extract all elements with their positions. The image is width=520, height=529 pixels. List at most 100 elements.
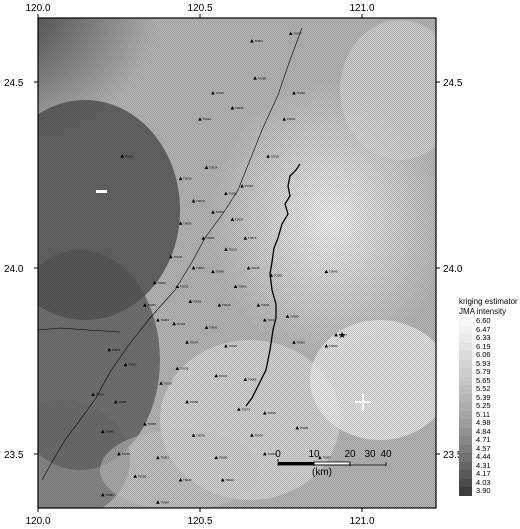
station-marker [211, 91, 215, 95]
legend-swatch [459, 317, 472, 326]
legend-value: 5.11 [476, 409, 491, 419]
station-marker [101, 492, 105, 497]
legend-row: 5.65 [459, 376, 519, 385]
station-marker [169, 254, 173, 259]
station-marker [198, 117, 202, 121]
y-tick-left: 24.0 [4, 264, 24, 275]
legend-swatch [459, 453, 472, 462]
station-marker [156, 455, 160, 460]
legend-row: 4.57 [459, 443, 519, 453]
west-marker [96, 190, 107, 193]
station-marker [269, 273, 274, 277]
station-label: T0073 [241, 407, 250, 411]
station-label: T0028 [180, 366, 189, 370]
station-label: T0063 [296, 340, 305, 344]
station-marker [120, 154, 125, 158]
station-label: T0053 [183, 221, 192, 225]
station-marker [285, 314, 290, 318]
station-label: T0050 [183, 177, 192, 181]
station-label: T0033 [261, 303, 270, 307]
station-marker [152, 280, 157, 285]
legend-value: 4.03 [476, 477, 491, 487]
legend-row: 3.90 [459, 486, 519, 496]
station-label: T0074 [190, 340, 199, 344]
legend-row: 4.98 [459, 418, 519, 428]
station-marker [143, 422, 147, 426]
station-label: T0078 [254, 433, 263, 437]
scale-tick: 10 [308, 449, 320, 460]
scale-tick: 20 [344, 449, 356, 460]
legend-value: 4.57 [476, 443, 491, 453]
station-label: T0013 [267, 318, 276, 322]
kriging-surface [38, 18, 436, 508]
station-marker [113, 399, 118, 404]
legend-value: 6.19 [476, 341, 491, 351]
station-marker [175, 366, 180, 370]
x-tick-bottom: 120.0 [25, 516, 50, 527]
frame [34, 14, 440, 512]
scale-tick: 0 [275, 449, 281, 460]
legend-value: 6.60 [476, 316, 491, 325]
station-label: T0093 [138, 474, 147, 478]
legend-subtitle: JMA intensity [459, 307, 507, 316]
station-marker [253, 76, 257, 80]
station-label: T0062 [128, 363, 137, 367]
station-marker [334, 332, 338, 337]
y-tick-left: 23.5 [4, 450, 24, 461]
station-marker [217, 303, 222, 307]
station-marker [91, 392, 95, 396]
station-marker [156, 318, 160, 322]
station-marker [204, 325, 209, 329]
station-marker [263, 411, 267, 415]
station-marker [233, 284, 238, 288]
station-label: T0045 [329, 270, 338, 274]
station-label: T0070 [122, 452, 131, 456]
station-marker [230, 217, 235, 222]
legend-swatch [459, 478, 472, 487]
station-label: T0014 [209, 166, 218, 170]
station-marker [263, 452, 267, 456]
station-marker [292, 340, 296, 344]
station-label: T0035 [267, 411, 276, 415]
station-marker [263, 318, 267, 322]
station-marker [117, 452, 121, 456]
station-label: T0046 [105, 430, 114, 434]
station-label: T0039 [235, 106, 244, 110]
station-label: T0043 [225, 478, 234, 482]
station-label: T0024 [203, 117, 212, 121]
station-label: T0061 [196, 266, 205, 270]
station-label: T0019 [228, 247, 237, 251]
station-marker [178, 221, 183, 225]
station-label: T0056 [190, 400, 199, 404]
station-label: T0088 [258, 76, 267, 80]
station-label: T0059 [157, 281, 166, 285]
station-marker [224, 247, 228, 251]
legend-swatch [459, 470, 472, 479]
station-marker [237, 407, 241, 411]
station-label: T0034 [219, 374, 228, 378]
svg-text:★: ★ [338, 331, 346, 341]
station-marker [191, 266, 196, 270]
scale-bar: 0 10 20 30 40 (km) [275, 449, 392, 478]
station-marker [204, 165, 209, 169]
epicenter-cross-icon [355, 394, 371, 410]
station-label: T0087 [322, 456, 331, 460]
station-marker [243, 236, 248, 240]
station-marker [178, 478, 183, 482]
legend-swatch [459, 351, 472, 360]
station-marker [224, 191, 228, 195]
legend-swatch [459, 402, 472, 411]
station-marker [143, 303, 147, 307]
legend-row: 5.39 [459, 393, 519, 402]
station-label: T0049 [228, 344, 237, 348]
station-marker [250, 433, 254, 437]
legend-swatch [459, 368, 472, 377]
legend-value: 3.90 [476, 486, 491, 495]
station-marker [178, 176, 183, 181]
station-label: T0108 [173, 255, 182, 259]
y-tick-right: 23.5 [443, 450, 463, 461]
station-label: T0038 [196, 433, 205, 437]
station-label: T0085 [248, 378, 257, 382]
station-marker [156, 500, 160, 504]
